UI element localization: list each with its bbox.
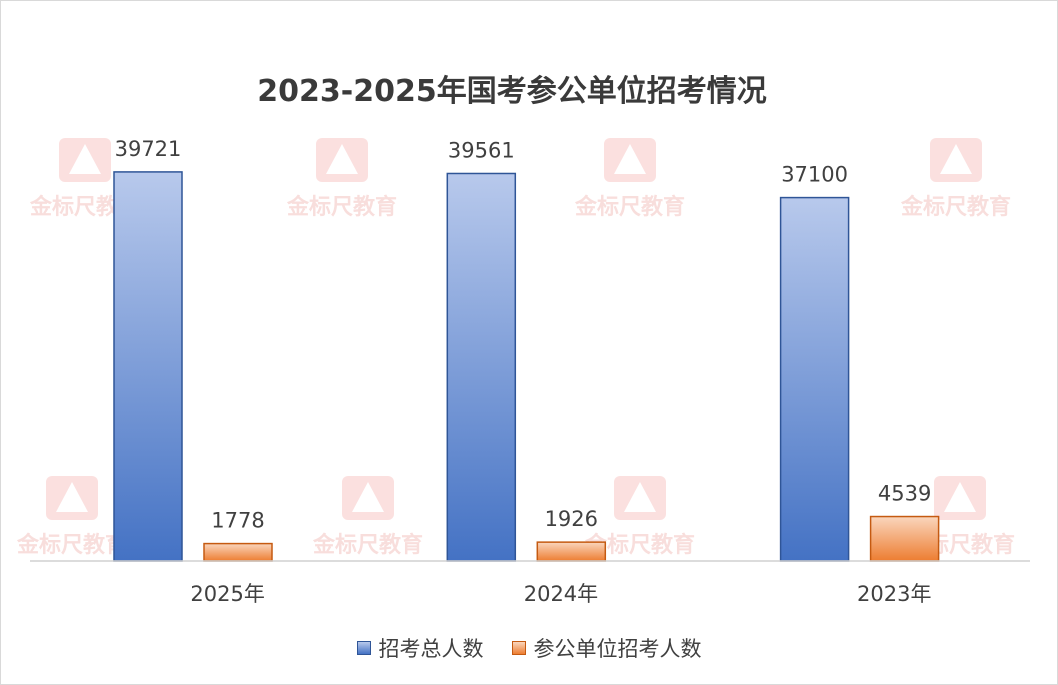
legend-swatch-civil [511, 641, 526, 655]
pyramid-logo-icon [46, 476, 98, 520]
pyramid-logo-icon [934, 476, 986, 520]
pyramid-logo-icon [342, 476, 394, 520]
watermark: 金标尺教育 [574, 138, 685, 220]
legend-label-total: 招考总人数 [378, 637, 484, 661]
legend-swatch-total [356, 641, 371, 655]
chart-title: 2023-2025年国考参公单位招考情况 [257, 74, 767, 109]
legend: 招考总人数 参公单位招考人数 [0, 633, 1058, 663]
watermark: 金标尺教育 [312, 476, 423, 558]
pyramid-shape [352, 482, 384, 512]
pyramid-logo-icon [604, 138, 656, 182]
x-tick-label-1: 2024年 [524, 582, 598, 606]
data-label-total-2: 37100 [781, 163, 848, 187]
pyramid-shape [624, 482, 656, 512]
bar-civil-2 [869, 515, 940, 562]
pyramid-logo-icon [614, 476, 666, 520]
pyramid-logo-icon [59, 138, 111, 182]
watermark: 金标尺教育 [286, 138, 397, 220]
legend-item-civil: 参公单位招考人数 [511, 633, 702, 663]
pyramid-shape [944, 482, 976, 512]
watermark: 金标尺教育 [900, 138, 1011, 220]
legend-item-total: 招考总人数 [356, 633, 484, 663]
pyramid-shape [940, 144, 972, 174]
pyramid-logo-icon [316, 138, 368, 182]
bar-civil-0 [203, 542, 273, 562]
data-label-civil-1: 1926 [545, 507, 598, 531]
watermark-text: 金标尺教育 [312, 532, 423, 558]
pyramid-logo-icon [930, 138, 982, 182]
watermark-text: 金标尺教育 [16, 532, 127, 558]
pyramid-shape [56, 482, 88, 512]
watermark: 金标尺教育 [16, 476, 127, 558]
bar-total-0 [113, 171, 183, 562]
x-tick-label-0: 2025年 [190, 582, 264, 606]
data-label-total-0: 39721 [115, 137, 182, 161]
legend-label-civil: 参公单位招考人数 [533, 637, 702, 661]
bar-civil-1 [536, 541, 607, 562]
x-tick-label-2: 2023年 [857, 582, 931, 606]
bars-layer [113, 171, 940, 562]
pyramid-shape [614, 144, 646, 174]
watermark-text: 金标尺教育 [900, 194, 1011, 220]
data-label-civil-0: 1778 [211, 509, 264, 533]
pyramid-shape [326, 144, 358, 174]
watermark-text: 金标尺教育 [574, 194, 685, 220]
bar-total-2 [779, 196, 850, 562]
pyramid-shape [69, 144, 101, 174]
data-label-total-1: 39561 [448, 138, 515, 162]
watermark-text: 金标尺教育 [286, 194, 397, 220]
data-label-civil-2: 4539 [878, 482, 931, 506]
bar-total-1 [446, 172, 517, 562]
labels-layer: 39721 1778 2025年 39561 1926 2024年 37100 4539 202… [115, 137, 932, 606]
